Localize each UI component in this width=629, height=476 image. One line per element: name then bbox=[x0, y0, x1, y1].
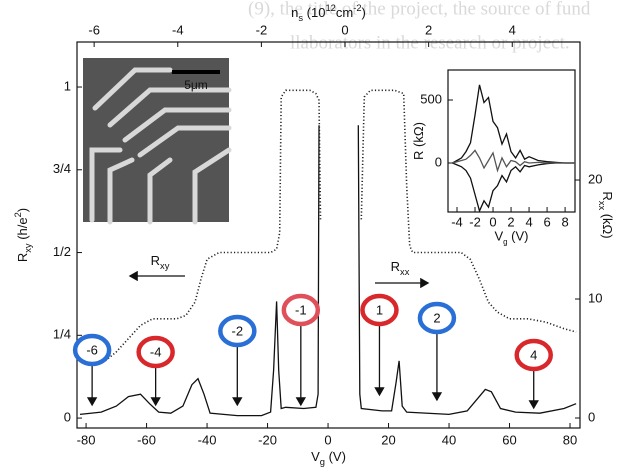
x-tick-label: -2 bbox=[469, 214, 481, 229]
annotation-label: 2 bbox=[433, 310, 440, 325]
y-axis-label-part: xy bbox=[23, 243, 33, 253]
y-axis-label-part: R (kΩ) bbox=[411, 122, 426, 160]
inset-background bbox=[448, 70, 575, 212]
x2-tick-label: -6 bbox=[88, 22, 100, 37]
x-axis-label-part: V bbox=[311, 449, 320, 464]
annotation-circle bbox=[514, 338, 553, 372]
x-tick-label: -20 bbox=[258, 432, 277, 447]
x2-axis-label-part: n bbox=[291, 5, 298, 20]
x-tick-label: -80 bbox=[77, 432, 96, 447]
y-tick-label: 1 bbox=[64, 78, 71, 93]
annotation-label: -1 bbox=[295, 302, 307, 317]
y-tick-label: 500 bbox=[420, 91, 442, 106]
series-line bbox=[452, 84, 575, 164]
x-tick-label: 6 bbox=[543, 214, 550, 229]
y2-tick-label: 20 bbox=[588, 171, 602, 186]
y-tick-label: 3/4 bbox=[53, 161, 71, 176]
annotation-label: -6 bbox=[86, 342, 98, 357]
x-tick-label: 60 bbox=[502, 432, 516, 447]
series-line bbox=[79, 125, 577, 417]
x2-axis-label-part: s bbox=[298, 13, 303, 23]
arrow-label-part: R bbox=[391, 259, 400, 274]
x2-axis-label-part: ) bbox=[362, 5, 366, 20]
series-line bbox=[452, 149, 575, 173]
x-axis-label-part: (V) bbox=[508, 229, 529, 244]
y2-axis-label: Rxx (kΩ) bbox=[597, 191, 615, 238]
x-tick-label: -40 bbox=[198, 432, 217, 447]
x2-axis-label-part: cm bbox=[336, 5, 353, 20]
x-tick-label: 2 bbox=[507, 214, 514, 229]
x-tick-label: 8 bbox=[561, 214, 568, 229]
x-tick-label: -60 bbox=[137, 432, 156, 447]
arrow-label-part: xx bbox=[400, 267, 410, 277]
annotation-label: -4 bbox=[150, 344, 162, 359]
scale-bar-label: 5μm bbox=[184, 78, 208, 92]
x2-tick-label: -4 bbox=[172, 22, 184, 37]
arrow-label: Rxy bbox=[151, 253, 170, 271]
annotation-label: -2 bbox=[232, 323, 244, 338]
x-axis-label-part: V bbox=[494, 229, 503, 244]
x-tick-label: 0 bbox=[489, 214, 496, 229]
x-axis-label: Vg (V) bbox=[311, 449, 346, 467]
y-axis-label: R (kΩ) bbox=[411, 122, 426, 160]
bleed-text: (9), the title of the project, the sourc… bbox=[248, 0, 591, 19]
y-tick-label: 1/2 bbox=[53, 244, 71, 259]
y2-axis-label-part: (kΩ) bbox=[600, 210, 615, 239]
x-axis-label-part: g bbox=[503, 237, 507, 246]
x-axis-label: Vg (V) bbox=[494, 229, 528, 246]
bleed-text: llaborators in the research or project. bbox=[290, 32, 570, 53]
series-line bbox=[79, 89, 577, 363]
x2-tick-label: -2 bbox=[256, 22, 268, 37]
x2-tick-label: 2 bbox=[425, 22, 432, 37]
annotation-circle bbox=[72, 333, 112, 367]
y-axis-label-part: R bbox=[15, 253, 30, 262]
y2-axis-label-part: R bbox=[600, 191, 615, 200]
sem-image bbox=[83, 58, 232, 225]
x2-axis-label: ns (1012cm-2) bbox=[291, 3, 366, 23]
y-axis-label-part: ) bbox=[15, 208, 30, 212]
x-axis-label-part: (V) bbox=[325, 449, 346, 464]
x2-tick-label: 0 bbox=[341, 22, 348, 37]
annotation-circle bbox=[136, 335, 175, 369]
x2-axis-label-part: (10 bbox=[303, 5, 325, 20]
x2-axis-label-part: -2 bbox=[353, 3, 361, 13]
y-axis-label: Rxy (h/e2) bbox=[13, 208, 33, 262]
y2-tick-label: 0 bbox=[588, 409, 595, 424]
arrow-label-part: xy bbox=[160, 261, 170, 271]
x-tick-label: 20 bbox=[381, 432, 395, 447]
annotation-circle bbox=[281, 293, 321, 327]
x2-tick-label: 4 bbox=[509, 22, 516, 37]
x-tick-label: 4 bbox=[525, 214, 532, 229]
x-axis-label-part: g bbox=[320, 457, 325, 467]
annotation-circle bbox=[360, 293, 399, 327]
annotation-label: 1 bbox=[376, 302, 383, 317]
y2-axis-label-part: xx bbox=[597, 201, 607, 211]
annotation-circle bbox=[218, 314, 257, 348]
x-tick-label: 40 bbox=[442, 432, 456, 447]
y-tick-label: 0 bbox=[64, 410, 71, 425]
y-tick-label: 0 bbox=[435, 154, 442, 169]
annotation-circle bbox=[417, 301, 457, 335]
x-tick-label: -4 bbox=[451, 214, 463, 229]
series-line bbox=[452, 162, 575, 213]
x-tick-label: 80 bbox=[563, 432, 577, 447]
arrow-label-part: R bbox=[151, 253, 160, 268]
y-axis-label-part: 2 bbox=[13, 212, 23, 217]
arrow-label: Rxx bbox=[391, 259, 410, 277]
y2-tick-label: 10 bbox=[588, 290, 602, 305]
annotation-label: 4 bbox=[530, 347, 537, 362]
y-tick-label: 1/4 bbox=[53, 327, 71, 342]
y-axis-label-part: (h/e bbox=[15, 217, 30, 243]
x-tick-label: 0 bbox=[324, 432, 331, 447]
x2-axis-label-part: 12 bbox=[325, 3, 335, 13]
